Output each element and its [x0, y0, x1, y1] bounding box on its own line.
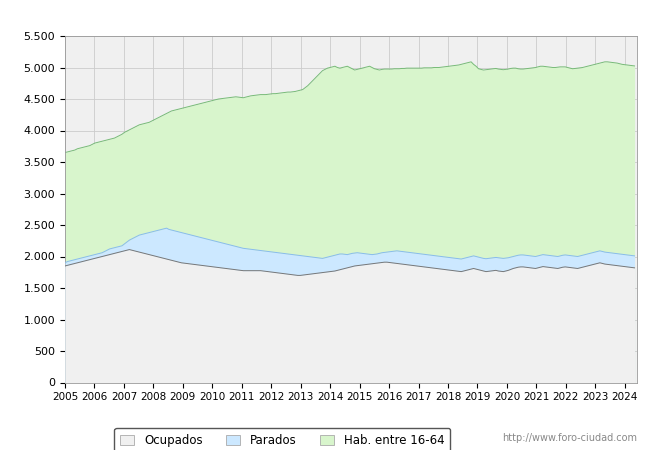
Text: http://www.foro-ciudad.com: http://www.foro-ciudad.com: [502, 433, 637, 443]
Legend: Ocupados, Parados, Hab. entre 16-64: Ocupados, Parados, Hab. entre 16-64: [114, 428, 450, 450]
Text: Santa Eulàlia de Ronçana - Evolucion de la poblacion en edad de Trabajar Mayo de: Santa Eulàlia de Ronçana - Evolucion de …: [42, 13, 608, 26]
